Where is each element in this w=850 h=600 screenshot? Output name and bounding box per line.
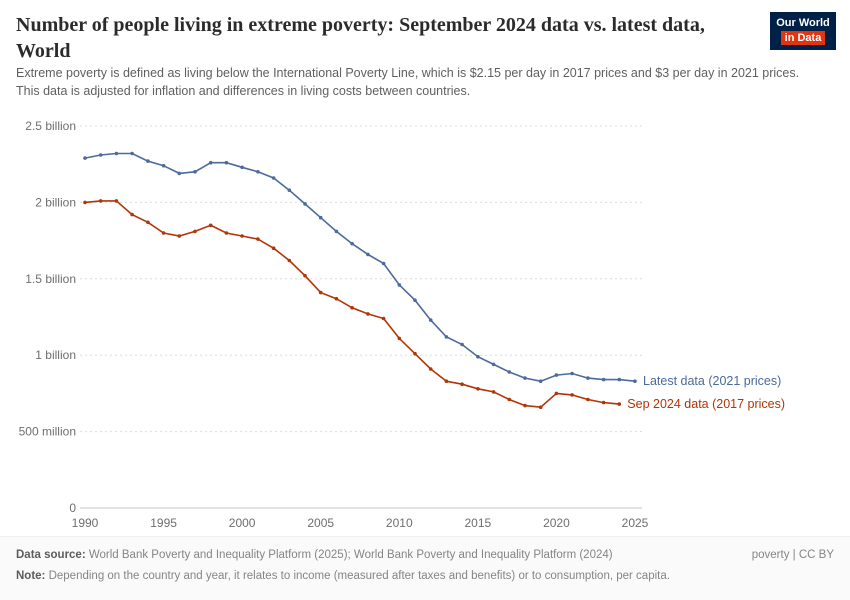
data-source-text: World Bank Poverty and Inequality Platfo… bbox=[85, 549, 613, 561]
svg-text:0: 0 bbox=[69, 501, 76, 515]
svg-text:Latest data (2021 prices): Latest data (2021 prices) bbox=[643, 374, 781, 388]
note-label: Note: bbox=[16, 570, 46, 583]
note-text: Depending on the country and year, it re… bbox=[45, 570, 670, 583]
svg-text:2010: 2010 bbox=[386, 516, 413, 530]
svg-text:2025: 2025 bbox=[622, 516, 649, 530]
svg-text:2020: 2020 bbox=[543, 516, 570, 530]
data-source-line: Data source: World Bank Poverty and Ineq… bbox=[16, 547, 613, 564]
svg-text:Sep 2024 data (2017 prices): Sep 2024 data (2017 prices) bbox=[627, 397, 785, 411]
svg-text:1995: 1995 bbox=[150, 516, 177, 530]
chart-footer: Data source: World Bank Poverty and Ineq… bbox=[0, 536, 850, 600]
svg-text:1990: 1990 bbox=[72, 516, 99, 530]
svg-text:1.5 billion: 1.5 billion bbox=[25, 272, 76, 286]
line-chart-canvas: 0 500 million 1 billion 1.5 billion 2 billio… bbox=[19, 119, 785, 530]
svg-text:2 billion: 2 billion bbox=[35, 195, 76, 209]
note-line: Note: Depending on the country and year,… bbox=[16, 570, 670, 582]
license-attribution: poverty | CC BY bbox=[751, 549, 834, 561]
svg-text:2.5 billion: 2.5 billion bbox=[25, 119, 76, 133]
svg-text:2015: 2015 bbox=[465, 516, 492, 530]
svg-text:500 million: 500 million bbox=[19, 425, 76, 439]
line-chart: 0 500 million 1 billion 1.5 billion 2 billio… bbox=[0, 118, 850, 530]
page-title: Number of people living in extreme pover… bbox=[16, 14, 705, 62]
chart-subtitle: Extreme poverty is defined as living bel… bbox=[16, 66, 800, 99]
owid-logo-line2: in Data bbox=[780, 30, 826, 46]
svg-text:1 billion: 1 billion bbox=[35, 348, 76, 362]
svg-text:2005: 2005 bbox=[307, 516, 334, 530]
owid-logo-line1: Our World bbox=[776, 16, 830, 29]
svg-text:2000: 2000 bbox=[229, 516, 256, 530]
owid-logo: Our World in Data bbox=[770, 12, 836, 50]
data-source-label: Data source: bbox=[16, 549, 86, 561]
